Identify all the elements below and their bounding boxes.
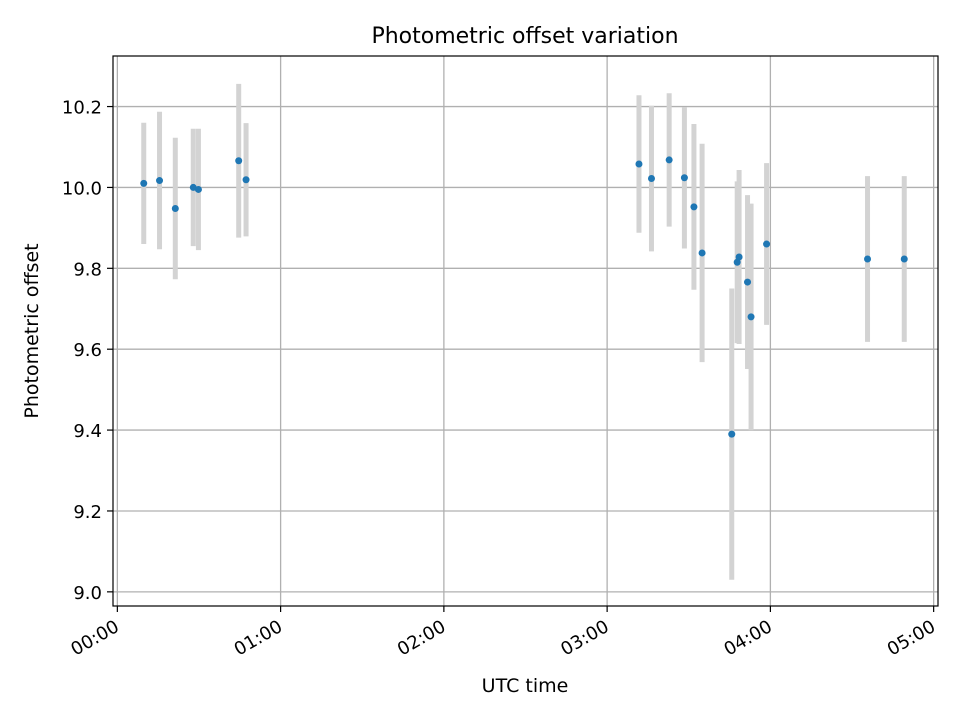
data-point	[235, 157, 243, 165]
data-point	[763, 240, 771, 248]
y-tick-label: 9.4	[73, 421, 102, 442]
data-point	[747, 313, 755, 321]
data-point	[744, 278, 752, 286]
data-point	[690, 203, 698, 211]
y-tick-label: 9.2	[73, 502, 102, 523]
data-point	[665, 156, 673, 164]
plot-frame	[112, 55, 939, 607]
data-point	[140, 179, 148, 187]
y-tick-label: 9.8	[73, 259, 102, 280]
x-axis-label: UTC time	[482, 675, 569, 697]
y-axis-label: Photometric offset	[21, 243, 43, 418]
data-point	[735, 253, 743, 261]
data-point	[728, 430, 736, 438]
data-point	[900, 255, 908, 263]
data-point	[680, 174, 688, 182]
y-tick-label: 10.0	[62, 178, 102, 199]
data-point	[698, 249, 706, 257]
grid	[113, 56, 938, 606]
y-tick-label: 9.6	[73, 340, 102, 361]
data-point	[635, 160, 643, 168]
data-point	[171, 204, 179, 212]
data-point	[733, 258, 741, 266]
data-points	[140, 156, 908, 438]
data-point	[156, 177, 164, 185]
y-tick-label: 10.2	[62, 98, 102, 119]
y-tick-label: 9.0	[73, 583, 102, 604]
chart-title: Photometric offset variation	[371, 24, 678, 49]
data-point	[194, 185, 202, 193]
y-axis-ticks: 9.0 9.2 9.4 9.6 9.8 10.0 10.2	[62, 98, 113, 604]
data-point	[864, 255, 872, 263]
data-point	[647, 175, 655, 183]
data-point	[242, 176, 250, 184]
